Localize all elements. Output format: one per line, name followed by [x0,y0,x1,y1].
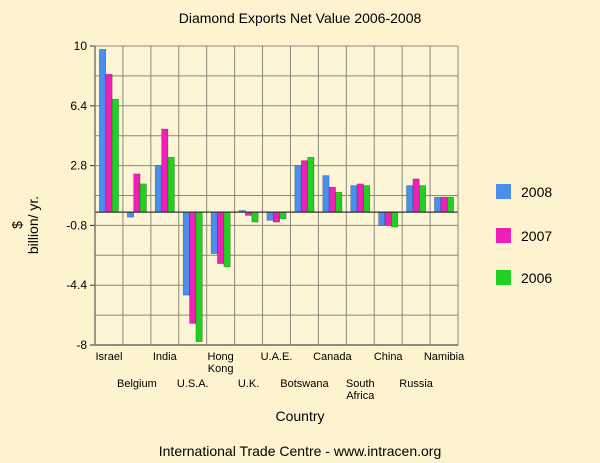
y-axis-title: $billion/ yr. [9,196,41,254]
bar-2008-u-a-e- [266,211,274,221]
legend-item-2008: 2008 [496,184,552,200]
x-tick-label: India [153,351,178,363]
bar-2006-u-a-e- [279,211,287,220]
x-tick-label: South Africa [346,378,375,402]
y-tick-label: -0.8 [66,218,87,232]
y-tick-label: 6.4 [70,99,87,113]
x-tick-label: China [374,351,404,363]
y-tick-label: -4.4 [66,278,87,292]
x-tick-label: U.S.A. [177,378,209,390]
chart-title: Diamond Exports Net Value 2006-2008 [179,10,422,26]
bar-2006-india [167,156,175,213]
bar-2008-hong-kong [210,211,218,254]
x-tick-label: U.K. [238,378,259,390]
x-axis-title: Country [275,408,324,424]
bar-2007-belgium [133,173,141,213]
bar-2008-china [378,211,386,226]
bar-2007-u-a-e- [272,211,280,223]
bar-2007-namibia [440,196,448,213]
x-tick-label: Hong Kong [208,351,234,375]
bar-2006-namibia [446,196,454,213]
x-tick-label: Israel [96,351,123,363]
bar-2007-china [384,211,392,226]
bar-2006-belgium [139,183,147,213]
bar-2006-hong-kong [223,211,231,268]
y-axis-title-text: $billion/ yr. [9,196,41,254]
bar-2007-russia [412,178,420,213]
x-tick-label: Canada [313,351,352,363]
x-tick-label: U.A.E. [261,351,293,363]
bar-2006-u-s-a- [195,211,203,342]
bar-2007-u-s-a- [189,211,197,324]
bar-2006-russia [419,185,427,213]
y-tick-label: 2.8 [70,159,87,173]
bar-2007-hong-kong [217,211,225,264]
bar-2008-russia [406,185,414,213]
bar-2006-china [391,211,399,228]
bar-2006-u-k- [251,211,259,223]
footer-credit: International Trade Centre - www.intrace… [159,443,441,459]
y-tick-label: 10 [74,39,88,53]
bar-2008-israel [99,49,107,213]
x-tick-label: Russia [399,378,434,390]
bar-2007-israel [105,73,113,213]
bar-2007-south-africa [356,183,364,213]
x-tick-label: Belgium [117,378,157,390]
legend-item-2007: 2007 [496,228,552,244]
bar-2006-israel [111,98,119,213]
bar-2008-canada [322,175,330,213]
bar-2008-belgium [126,211,134,218]
bar-2008-u-s-a- [182,211,190,296]
plot-border [94,45,459,346]
bar-2007-canada [328,186,336,213]
bar-2008-india [154,165,162,213]
bar-2008-namibia [434,196,442,213]
bar-2006-botswana [307,156,315,213]
x-tick-label: Namibia [424,351,465,363]
legend-swatch [496,228,511,243]
bar-2008-south-africa [350,185,358,213]
legend-label: 2007 [521,228,552,244]
legend-swatch [496,184,511,199]
bar-2006-south-africa [363,185,371,213]
y-tick-label: -8 [76,338,87,352]
bar-2008-botswana [294,165,302,213]
bar-2007-india [161,128,169,213]
legend-item-2006: 2006 [496,270,552,286]
legend-label: 2008 [521,184,552,200]
x-tick-label: Botswana [280,378,329,390]
bar-2007-botswana [300,160,308,213]
bar-2006-canada [335,191,343,213]
legend-label: 2006 [521,270,552,286]
legend-swatch [496,270,511,285]
